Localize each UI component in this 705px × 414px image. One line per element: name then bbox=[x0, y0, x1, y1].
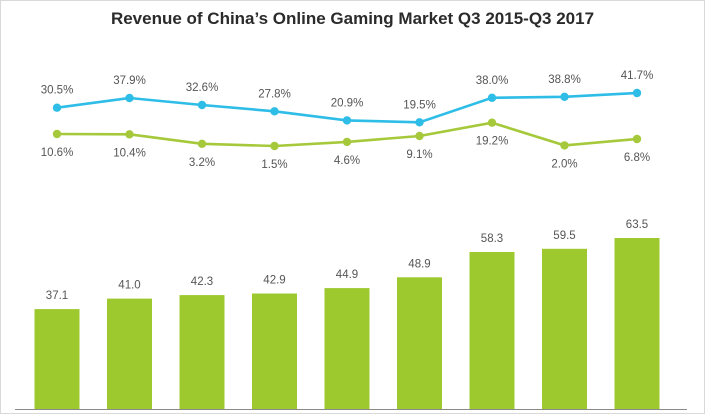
bar-label-9: 63.5 bbox=[626, 219, 648, 231]
line-1-label-8: 38.8% bbox=[548, 74, 581, 86]
line-1-label-1: 30.5% bbox=[41, 85, 74, 97]
line-1-label-6: 19.5% bbox=[403, 99, 436, 111]
bar-label-2: 41.0 bbox=[118, 280, 140, 292]
bar-label-7: 58.3 bbox=[481, 233, 503, 245]
line-2-point-7 bbox=[487, 118, 497, 127]
line-2-label-2: 10.4% bbox=[113, 147, 146, 159]
line-2-label-3: 3.2% bbox=[189, 157, 215, 169]
line-2-label-6: 9.1% bbox=[406, 149, 432, 161]
line-2-label-8: 2.0% bbox=[551, 158, 577, 170]
line-2-point-8 bbox=[560, 141, 569, 150]
bar-1 bbox=[34, 309, 80, 409]
line-2-point-2 bbox=[125, 130, 134, 139]
line-1-label-9: 41.7% bbox=[621, 70, 654, 82]
line-2-point-5 bbox=[342, 137, 352, 147]
line-1-point-8 bbox=[560, 92, 569, 102]
line-2-point-4 bbox=[270, 141, 279, 151]
line-1-label-3: 32.6% bbox=[186, 82, 219, 94]
bar-7 bbox=[469, 252, 515, 409]
line-2-point-6 bbox=[415, 131, 424, 141]
line-1-point-9 bbox=[632, 88, 642, 98]
bar-label-3: 42.3 bbox=[191, 276, 213, 288]
line-2-point-3 bbox=[197, 139, 207, 148]
line-2-point-1 bbox=[52, 129, 62, 139]
line-1-point-3 bbox=[197, 100, 207, 110]
bar-9 bbox=[614, 238, 660, 409]
bar-5 bbox=[324, 288, 370, 409]
line-1-point-7 bbox=[487, 93, 497, 103]
line-1-point-2 bbox=[125, 93, 134, 103]
line-1-point-1 bbox=[52, 103, 62, 112]
bar-label-8: 59.5 bbox=[553, 230, 575, 242]
line-2-label-5: 4.6% bbox=[334, 155, 360, 167]
line-2-point-9 bbox=[632, 134, 642, 144]
line-2-label-4: 1.5% bbox=[261, 159, 287, 171]
bar-label-6: 48.9 bbox=[408, 258, 430, 270]
line-1-point-5 bbox=[342, 116, 352, 125]
bar-4 bbox=[252, 293, 297, 409]
line-2-label-1: 10.6% bbox=[41, 147, 74, 159]
bar-label-4: 42.9 bbox=[263, 275, 285, 287]
line-1-label-5: 20.9% bbox=[331, 97, 364, 109]
bar-8 bbox=[542, 248, 587, 409]
bar-3 bbox=[179, 295, 225, 409]
bar-label-5: 44.9 bbox=[336, 269, 358, 281]
line-2-label-9: 6.8% bbox=[624, 152, 650, 164]
bar-label-1: 37.1 bbox=[46, 290, 68, 302]
line-1-label-2: 37.9% bbox=[113, 75, 146, 87]
line-1-point-6 bbox=[415, 118, 424, 127]
line-1-point-4 bbox=[270, 107, 279, 116]
bar-6 bbox=[397, 277, 442, 409]
line-1-label-7: 38.0% bbox=[476, 75, 509, 87]
line-1-label-4: 27.8% bbox=[258, 88, 291, 100]
bar-2 bbox=[107, 298, 152, 409]
chart-title: Revenue of China’s Online Gaming Market … bbox=[110, 9, 595, 28]
line-2-label-7: 19.2% bbox=[476, 136, 509, 148]
